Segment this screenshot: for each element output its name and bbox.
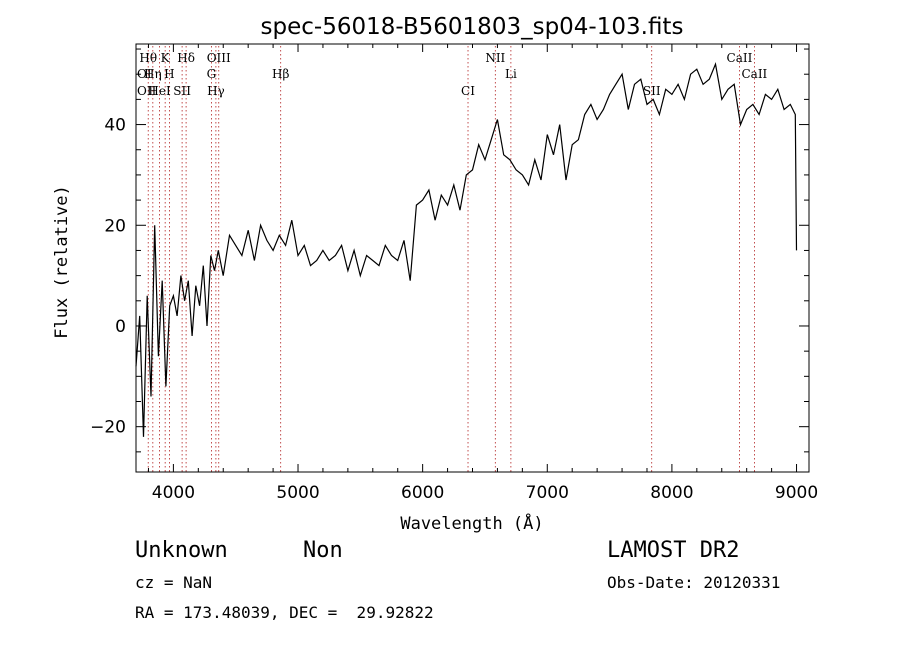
edge-line-label: OII <box>137 84 157 98</box>
survey-text: LAMOST DR2 <box>607 538 740 563</box>
spectral-line-label: OIII <box>207 51 231 65</box>
classification-text: Unknown <box>135 538 228 563</box>
y-axis-label: Flux (relative) <box>52 185 72 339</box>
spectral-line-label: Hθ <box>139 51 157 65</box>
chart-title: spec-56018-B5601803_sp04-103.fits <box>261 14 684 40</box>
spectral-line-label: Hβ <box>272 67 289 81</box>
spectral-line-label: CaII <box>741 67 767 81</box>
subclass-text: Non <box>303 538 343 563</box>
y-tick-label: 40 <box>104 116 126 136</box>
y-axis-ticks: −20 0 20 40 <box>90 48 809 453</box>
redshift-text: cz = NaN <box>135 573 213 592</box>
spectral-line-markers <box>147 46 755 472</box>
obs-date-text: Obs-Date: 20120331 <box>607 573 781 592</box>
x-tick-label: 6000 <box>401 483 444 503</box>
x-tick-label: 5000 <box>276 483 319 503</box>
spectral-line-label: H <box>164 67 174 81</box>
spectral-line-label: CaII <box>727 51 753 65</box>
spectral-line-label: NII <box>485 51 505 65</box>
y-tick-label: −20 <box>90 418 126 438</box>
y-tick-label: 20 <box>104 216 126 236</box>
spectrum-series-line <box>135 61 798 437</box>
x-axis-ticks: 4000 5000 6000 7000 8000 9000 <box>147 44 818 503</box>
x-tick-label: 9000 <box>775 483 818 503</box>
spectral-line-label: SII <box>173 84 191 98</box>
spectral-line-label: Hγ <box>207 84 225 98</box>
spectral-line-label: Hη <box>144 67 162 81</box>
spectral-line-label: K <box>161 51 171 65</box>
x-tick-label: 7000 <box>526 483 569 503</box>
x-tick-label: 8000 <box>650 483 693 503</box>
y-tick-label: 0 <box>115 317 126 337</box>
spectral-line-label: SII <box>643 84 661 98</box>
coordinates-text: RA = 173.48039, DEC = 29.92822 <box>135 603 434 622</box>
spectral-line-label: HeI <box>148 84 171 98</box>
spectral-line-label: CI <box>461 84 475 98</box>
x-tick-label: 4000 <box>152 483 195 503</box>
plot-frame <box>135 43 810 473</box>
spectral-line-label: G <box>207 67 217 81</box>
x-axis-label: Wavelength (Å) <box>400 512 543 534</box>
spectral-line-label: Hδ <box>177 51 195 65</box>
spectral-line-label: Li <box>505 67 517 81</box>
edge-line-label: OI <box>137 67 152 81</box>
